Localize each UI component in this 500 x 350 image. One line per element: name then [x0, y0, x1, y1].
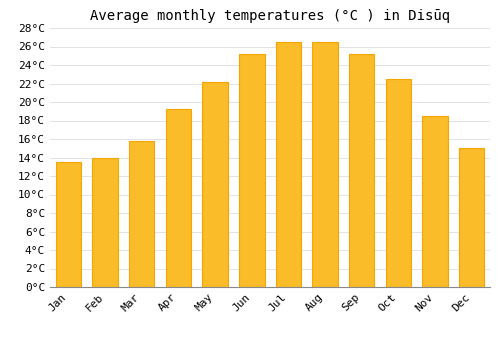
- Bar: [166, 110, 191, 287]
- Bar: [349, 54, 374, 287]
- Bar: [422, 116, 448, 287]
- Bar: [276, 42, 301, 287]
- Bar: [239, 54, 264, 287]
- Bar: [386, 79, 411, 287]
- Bar: [312, 42, 338, 287]
- Bar: [459, 148, 484, 287]
- Bar: [92, 158, 118, 287]
- Bar: [129, 141, 154, 287]
- Title: Average monthly temperatures (°C ) in Disūq: Average monthly temperatures (°C ) in Di…: [90, 9, 450, 23]
- Bar: [56, 162, 81, 287]
- Bar: [202, 82, 228, 287]
